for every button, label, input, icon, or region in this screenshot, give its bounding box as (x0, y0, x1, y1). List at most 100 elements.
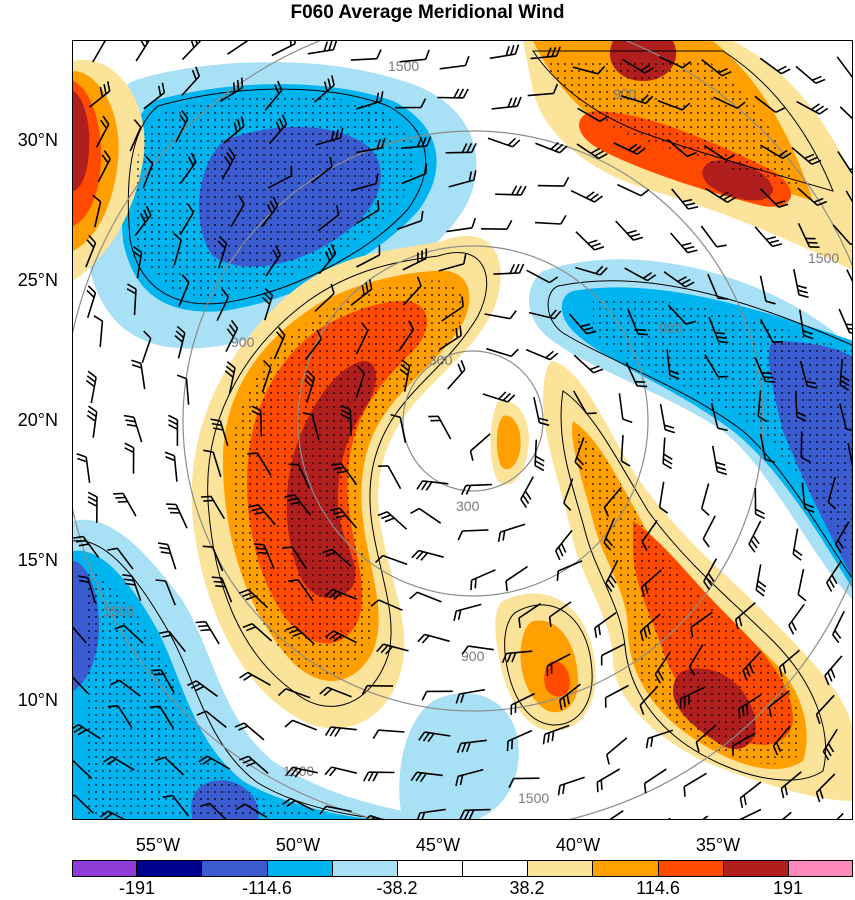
wind-barb-flag (460, 485, 467, 496)
wind-barb-flag (810, 103, 820, 111)
wind-barb-flag (622, 418, 633, 424)
wind-barb-flag (164, 451, 175, 457)
wind-barb-flag (328, 590, 338, 599)
wind-barb-flag (719, 191, 729, 198)
wind-barb-flag (329, 632, 339, 640)
wind-barb (438, 263, 465, 272)
wind-barb-flag (240, 77, 244, 88)
wind-barb (230, 203, 245, 227)
wind-barb-flag (330, 244, 337, 254)
wind-barb (73, 676, 89, 694)
wind-barb-flag (650, 736, 654, 747)
wind-barb-flag (277, 688, 287, 697)
wind-barb (118, 679, 141, 697)
wind-barb-flag (380, 644, 389, 654)
wind-barb-flag (803, 334, 814, 340)
wind-barb-flag (745, 666, 751, 677)
wind-barb-flag (78, 543, 89, 547)
wind-barb-flag (461, 143, 468, 153)
wind-barb-flag (88, 234, 97, 244)
colorbar-label: 191 (772, 878, 804, 898)
wind-barb-flag (778, 149, 788, 157)
wind-barb (557, 560, 583, 572)
wind-barb-flag (101, 154, 109, 164)
wind-barb-flag (583, 326, 594, 331)
wind-barb-flag (173, 232, 182, 241)
wind-barb-flag (362, 771, 370, 782)
wind-barb-flag (213, 580, 224, 584)
wind-barb-flag (826, 582, 833, 592)
wind-barb (402, 285, 422, 306)
wind-barb-flag (547, 732, 550, 743)
wind-barb-flag (288, 579, 299, 582)
wind-barb (267, 175, 292, 189)
wind-barb-flag (685, 202, 696, 207)
wind-barb-flag (102, 115, 110, 125)
wind-barb-flag (196, 710, 207, 716)
wind-barb-flag (822, 750, 830, 761)
wind-barb-flag (598, 152, 608, 160)
wind-barb-flag (715, 461, 726, 466)
wind-barb-flag (103, 812, 113, 819)
wind-barb-flag (468, 171, 473, 182)
wind-barb-flag (707, 572, 715, 582)
wind-barb-flag (179, 114, 187, 124)
lat-label-30n: 30°N (17, 130, 58, 150)
wind-barb-flag (641, 586, 645, 597)
wind-barb-flag (409, 591, 418, 600)
wind-barb-flag (92, 194, 102, 203)
wind-barb-flag (224, 370, 234, 378)
wind-barb-flag (228, 147, 236, 158)
wind-barb-flag (239, 755, 249, 761)
wind-barb-flag (421, 635, 430, 644)
wind-barb-flag (559, 699, 563, 711)
wind-barb-flag (769, 239, 780, 244)
wind-barb-flag (162, 794, 173, 799)
wind-barb-flag (126, 288, 137, 295)
wind-barb (577, 107, 601, 123)
wind-barb (658, 55, 684, 69)
colorbar-label: -38.2 (376, 878, 418, 898)
wind-barb-flag (718, 67, 728, 74)
wind-barb-flag (461, 645, 469, 655)
wind-barb-flag (191, 69, 197, 80)
ring-labels: 300 300 900 900 900 1500 1500 1500 1500 … (103, 58, 839, 806)
wind-barb-flag (140, 41, 146, 48)
wind-barb-flag (275, 121, 282, 132)
wind-barb-flag (470, 580, 473, 591)
wind-barb (164, 756, 185, 776)
wind-barb-flag (518, 617, 521, 629)
wind-barb-flag (243, 674, 253, 681)
wind-barb (617, 183, 642, 197)
wind-barb-flag (330, 283, 335, 294)
wind-barb-flag (123, 578, 134, 582)
lat-label-25n: 25°N (17, 270, 58, 290)
wind-barb (292, 719, 317, 731)
wind-barb (688, 644, 704, 668)
wind-barb (781, 811, 792, 819)
wind-barb-flag (714, 331, 726, 335)
wind-barb-flag (605, 583, 613, 592)
wind-barb (846, 269, 852, 282)
wind-barb-flag (736, 101, 746, 109)
ring-label: 1500 (388, 58, 419, 74)
wind-barb (179, 211, 195, 236)
wind-barb-flag (663, 453, 673, 460)
wind-barb-flag (520, 498, 528, 509)
wind-barb-flag (103, 756, 113, 763)
wind-barb-flag (335, 129, 339, 140)
wind-barb-flag (390, 413, 401, 419)
wind-barb-flag (88, 405, 98, 413)
wind-barb-flag (199, 802, 210, 808)
wind-barb-flag (701, 508, 710, 516)
wind-barb (261, 367, 272, 393)
wind-barb-flag (677, 276, 687, 283)
wind-barb-flag (410, 507, 420, 515)
wind-barb (382, 554, 408, 566)
wind-barb-flag (814, 105, 825, 113)
wind-barb-flag (285, 625, 296, 631)
wind-barb-flag (705, 576, 713, 587)
wind-barb-flag (238, 725, 249, 731)
wind-barb-flag (286, 800, 296, 808)
wind-barb-flag (330, 130, 335, 141)
